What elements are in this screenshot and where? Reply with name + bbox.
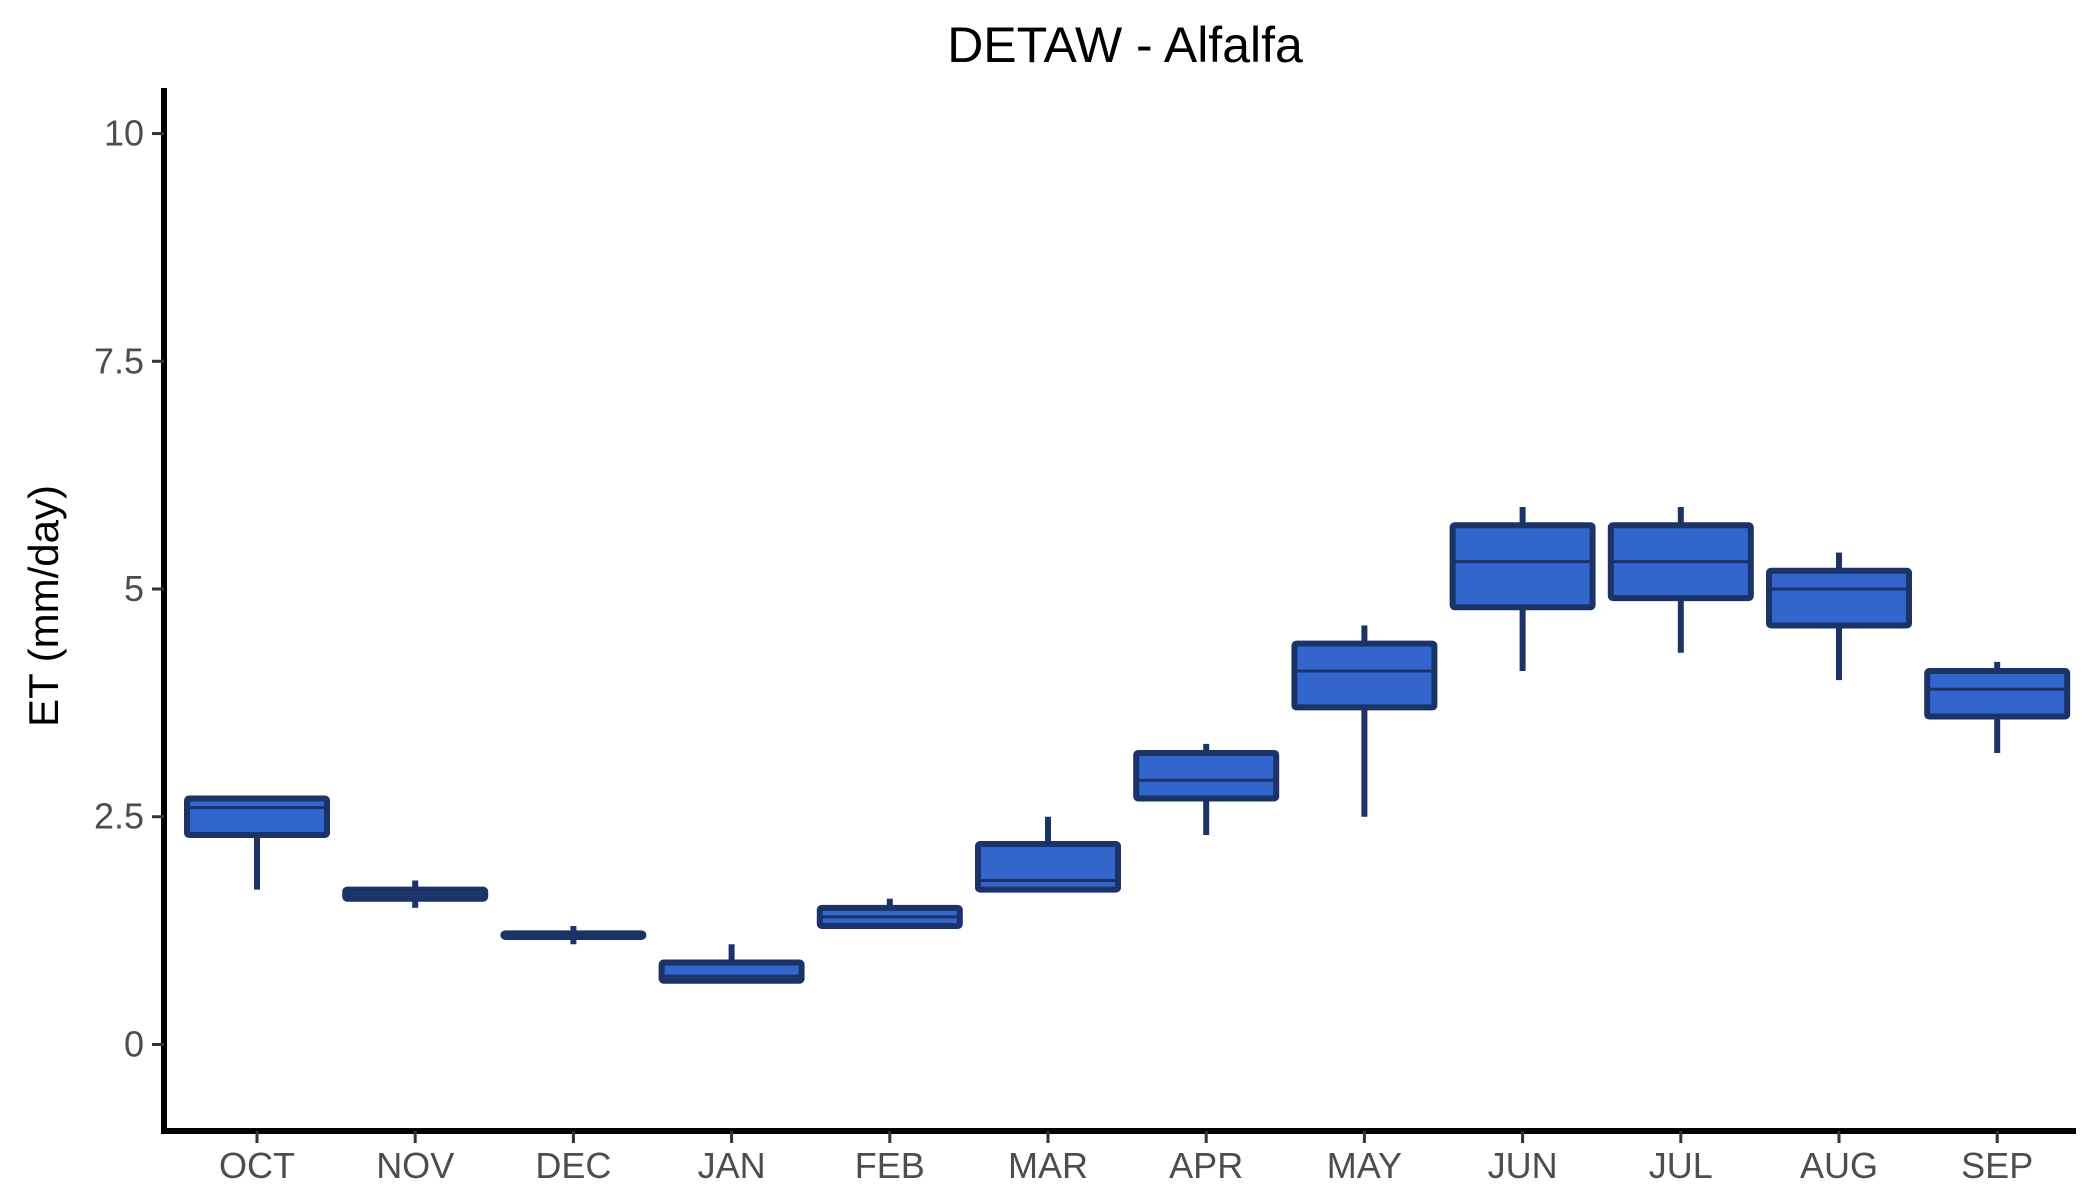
box-mar [975, 816, 1121, 893]
x-tick-label-nov: NOV [376, 1145, 454, 1186]
y-tick-label: 5 [124, 568, 144, 609]
y-axis-ticks: 0 2.5 5 7.5 10 [94, 113, 164, 1064]
box-body-jan [658, 959, 805, 984]
box-body-may [1291, 640, 1438, 711]
x-tick-label-may: MAY [1327, 1145, 1402, 1186]
box-body-jun [1449, 522, 1596, 611]
box-body-sep [1924, 667, 2071, 720]
x-tick-label-jul: JUL [1649, 1145, 1713, 1186]
box-feb [816, 898, 963, 930]
x-tick-label-sep: SEP [1961, 1145, 2033, 1186]
box-may [1291, 625, 1438, 817]
x-tick-label-oct: OCT [219, 1145, 295, 1186]
chart-title: DETAW - Alfalfa [947, 17, 1303, 73]
x-tick-label-mar: MAR [1008, 1145, 1088, 1186]
x-axis-ticks: OCT NOV DEC JAN FEB MAR APR MAY JUN JUL AUG SEP [219, 1131, 2033, 1186]
box-dec [500, 926, 647, 945]
box-sep [1924, 661, 2071, 753]
box-body-apr [1133, 749, 1280, 802]
y-tick-label: 2.5 [94, 796, 144, 837]
y-tick-label: 7.5 [94, 340, 144, 381]
x-tick-label-aug: AUG [1800, 1145, 1878, 1186]
x-tick-label-dec: DEC [535, 1145, 611, 1186]
box-nov [342, 880, 489, 908]
plot-area [184, 507, 2071, 984]
box-aug [1766, 552, 1912, 681]
x-tick-label-jan: JAN [698, 1145, 766, 1186]
box-jun [1449, 507, 1596, 671]
box-body-oct [184, 795, 330, 838]
box-body-aug [1766, 567, 1912, 629]
box-jan [658, 944, 805, 984]
box-jul [1607, 507, 1754, 653]
box-apr [1133, 743, 1280, 835]
x-tick-label-jun: JUN [1488, 1145, 1558, 1186]
box-oct [184, 795, 330, 890]
y-axis-title: ET (mm/day) [20, 485, 67, 727]
box-body-mar [975, 841, 1121, 893]
y-tick-label: 0 [124, 1023, 144, 1064]
x-tick-label-apr: APR [1169, 1145, 1243, 1186]
x-tick-label-feb: FEB [855, 1145, 925, 1186]
y-tick-label: 10 [104, 113, 144, 154]
